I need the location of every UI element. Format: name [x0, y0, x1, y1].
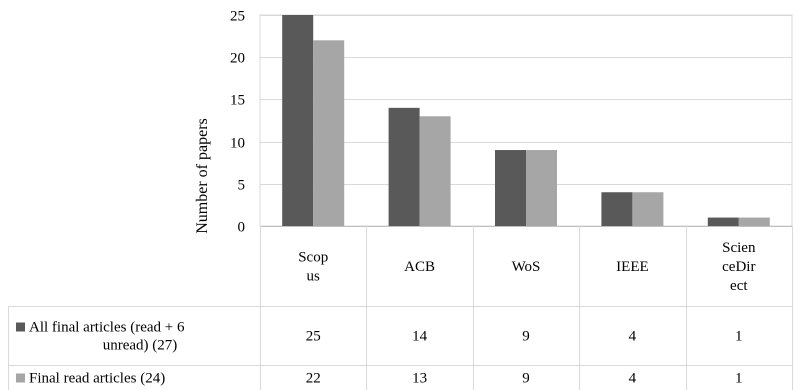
category-label: Scien	[722, 240, 756, 256]
table-value-cell: 13	[412, 371, 427, 387]
bar	[526, 150, 557, 226]
y-tick-label: 20	[230, 51, 245, 67]
bar	[601, 192, 633, 226]
category-label: ceDir	[722, 259, 755, 275]
legend-key	[16, 373, 25, 383]
y-axis-title: Number of papers	[194, 118, 211, 234]
table-value-cell: 22	[306, 371, 321, 387]
category-label: ACB	[404, 259, 435, 275]
bar	[738, 217, 770, 226]
legend-label: Final read articles (24)	[29, 371, 165, 387]
bars	[282, 15, 770, 226]
category-label: Scop	[298, 250, 328, 266]
table-value-cell: 1	[735, 329, 743, 345]
y-tick-label: 15	[230, 93, 245, 109]
data-table: Scop us ACB WoS IEEE Scien ceDir ect All final a…	[8, 226, 793, 390]
bar	[282, 15, 314, 226]
table-value-cell: 9	[522, 371, 530, 387]
table-value-cell: 1	[735, 371, 743, 387]
y-axis-ticks: 0 5 10 15 20 25	[230, 9, 245, 236]
table-value-cell: 4	[629, 329, 637, 345]
bar	[419, 116, 451, 226]
y-tick-label: 0	[238, 220, 246, 236]
table-value-cell: 4	[629, 371, 637, 387]
legend-label: All final articles (read + 6	[29, 320, 185, 336]
bar	[388, 107, 420, 226]
legend-key	[16, 322, 25, 332]
legend-label: unread) (27)	[103, 338, 178, 354]
category-label: WoS	[512, 259, 541, 275]
table-value-cell: 9	[522, 329, 530, 345]
category-label: IEEE	[616, 259, 648, 275]
table-value-cell: 25	[306, 329, 321, 345]
y-tick-label: 25	[230, 9, 245, 25]
bar	[707, 217, 739, 226]
y-tick-label: 5	[238, 178, 246, 194]
bar	[632, 192, 664, 226]
bar	[495, 150, 526, 226]
y-tick-label: 10	[230, 136, 245, 152]
category-label: ect	[730, 278, 748, 294]
category-label: us	[307, 269, 321, 285]
bar	[313, 40, 345, 226]
table-value-cell: 14	[412, 329, 428, 345]
